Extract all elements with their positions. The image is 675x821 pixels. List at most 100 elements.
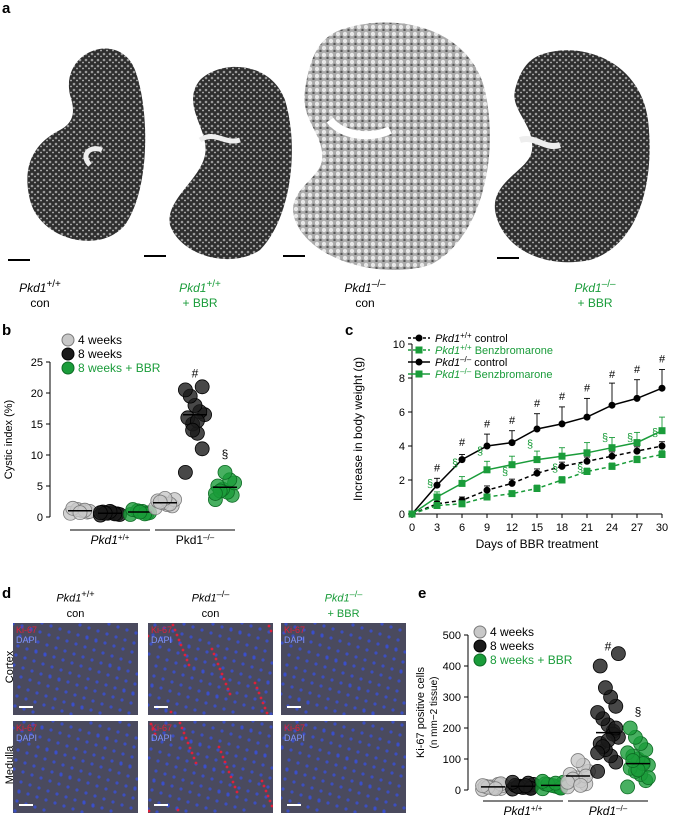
- nucleus: [207, 641, 211, 645]
- nucleus: [356, 750, 360, 754]
- nucleus: [358, 636, 362, 640]
- significance-mark: #: [192, 367, 199, 381]
- ki67-dot: [226, 687, 230, 691]
- nucleus: [261, 658, 265, 662]
- significance-hash: #: [434, 463, 441, 475]
- nucleus: [120, 803, 124, 807]
- nucleus: [130, 650, 134, 654]
- nucleus: [367, 639, 371, 643]
- legend-marker: [415, 370, 423, 378]
- nucleus: [199, 784, 203, 788]
- nucleus: [30, 669, 34, 673]
- nucleus: [376, 642, 380, 646]
- nucleus: [357, 791, 361, 795]
- nucleus: [328, 792, 332, 796]
- nucleus: [165, 658, 169, 662]
- y-tick-label: 6: [399, 407, 405, 419]
- nucleus: [351, 728, 355, 732]
- data-point: [458, 479, 466, 487]
- nucleus: [190, 676, 194, 680]
- nucleus: [376, 746, 380, 750]
- nucleus: [349, 737, 353, 741]
- nucleus: [31, 723, 35, 727]
- nucleus: [214, 758, 218, 762]
- nucleus: [312, 776, 316, 780]
- nucleus: [220, 625, 224, 629]
- nucleus: [172, 670, 176, 674]
- nucleus: [84, 686, 88, 690]
- nucleus: [240, 623, 244, 625]
- nucleus: [296, 656, 300, 660]
- x-tick-label: 3: [434, 522, 440, 534]
- nucleus: [357, 687, 361, 691]
- nucleus: [227, 637, 231, 641]
- nucleus: [58, 627, 62, 631]
- nucleus: [228, 783, 232, 787]
- nucleus: [364, 804, 368, 808]
- nucleus: [31, 710, 35, 714]
- nucleus: [311, 631, 315, 635]
- nucleus: [308, 691, 312, 695]
- nucleus: [104, 787, 108, 791]
- nucleus: [307, 650, 311, 654]
- nucleus: [88, 772, 92, 776]
- nucleus: [40, 623, 44, 625]
- significance-section: §: [527, 439, 533, 451]
- nucleus: [93, 794, 97, 798]
- data-point: [558, 476, 566, 484]
- nucleus: [367, 743, 371, 747]
- ki67-dot: [190, 751, 194, 755]
- nucleus: [46, 789, 50, 793]
- nucleus: [299, 793, 303, 797]
- nucleus: [353, 810, 357, 813]
- tile-bg: [148, 721, 273, 813]
- d-col-label: Pkd1–/– con: [191, 589, 230, 620]
- nucleus: [197, 793, 201, 797]
- x-tick-label: 27: [631, 522, 643, 534]
- nucleus: [109, 705, 113, 709]
- nucleus: [371, 712, 375, 715]
- nucleus: [66, 785, 70, 789]
- ki67-dot: [210, 647, 214, 651]
- nucleus: [219, 780, 223, 784]
- nucleus: [71, 807, 75, 811]
- ki67-dot: [233, 785, 237, 789]
- nucleus: [265, 744, 269, 748]
- nucleus: [161, 782, 165, 786]
- nucleus: [377, 787, 381, 791]
- nucleus: [198, 638, 202, 642]
- nucleus: [257, 678, 261, 682]
- nucleus: [387, 740, 391, 744]
- data-point: [620, 779, 636, 795]
- nucleus: [201, 670, 205, 674]
- nucleus: [111, 800, 115, 804]
- nucleus: [323, 770, 327, 774]
- data-point: [583, 413, 591, 421]
- nucleus: [356, 645, 360, 649]
- legend-label: 8 weeks + BBR: [78, 361, 161, 375]
- nucleus: [202, 723, 206, 727]
- nucleus: [291, 634, 295, 638]
- nucleus: [263, 754, 267, 758]
- nucleus: [151, 633, 155, 637]
- ki67-dot: [255, 686, 259, 690]
- nucleus: [231, 723, 235, 727]
- nucleus: [213, 704, 217, 708]
- ki67-dot: [224, 682, 228, 686]
- nucleus: [330, 678, 334, 682]
- nucleus: [398, 628, 402, 632]
- nucleus: [39, 776, 43, 780]
- nucleus: [252, 760, 256, 764]
- nucleus: [336, 649, 340, 653]
- nucleus: [125, 733, 129, 737]
- nucleus: [79, 769, 83, 773]
- nucleus: [62, 804, 66, 808]
- nucleus: [354, 760, 358, 764]
- nucleus: [77, 674, 81, 678]
- nucleus: [91, 699, 95, 703]
- nucleus: [394, 752, 398, 756]
- ki67-dot: [228, 692, 232, 696]
- nucleus: [149, 642, 153, 646]
